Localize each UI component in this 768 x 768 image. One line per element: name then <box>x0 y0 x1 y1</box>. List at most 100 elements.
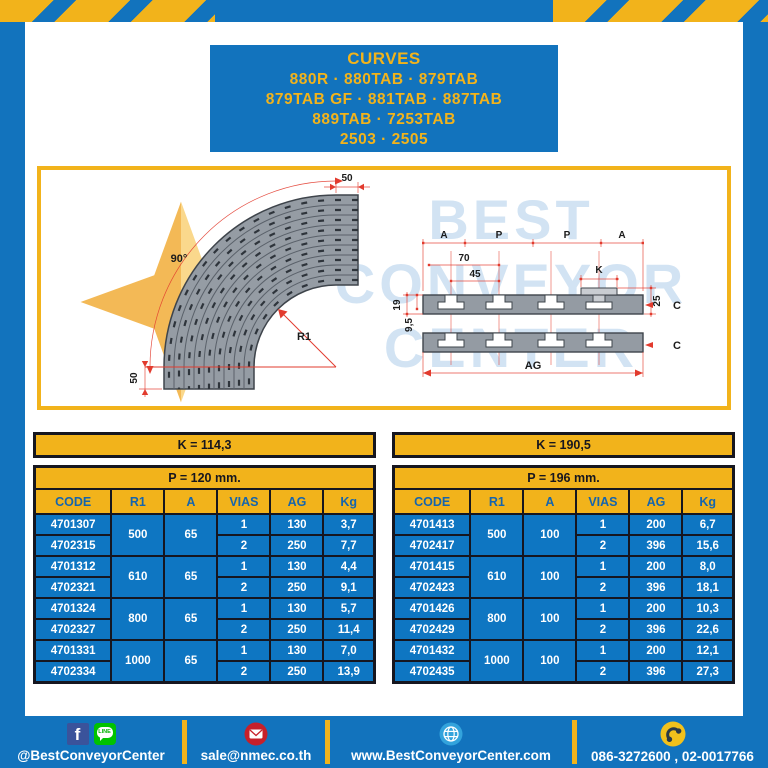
kg-cell: 11,4 <box>322 618 376 641</box>
mail-icon[interactable] <box>244 722 268 746</box>
kg-cell: 13,9 <box>322 660 376 684</box>
code-cell: 4701432 <box>392 639 472 662</box>
dim-a-left: A <box>440 230 447 241</box>
kg-cell: 8,0 <box>681 555 735 578</box>
ag-cell: 200 <box>628 555 684 578</box>
dim-p-right: P <box>564 230 571 241</box>
footer-email-section: sale@nmec.co.th <box>187 716 325 768</box>
col-r1: R1 <box>110 488 166 515</box>
dim-25: 25 <box>652 295 663 307</box>
r1-cell: 800 <box>110 597 166 641</box>
r1-cell: 500 <box>110 513 166 557</box>
r1-cell: 1000 <box>110 639 166 684</box>
code-cell: 4701413 <box>392 513 472 536</box>
kg-cell: 5,7 <box>322 597 376 620</box>
model-list-line: 889TAB · 7253TAB <box>312 110 456 128</box>
code-cell: 4701426 <box>392 597 472 620</box>
code-cell: 4702327 <box>33 618 113 641</box>
footer-phone-section: 086-3272600 , 02-0017766 <box>577 716 768 768</box>
a-cell: 100 <box>522 597 578 641</box>
footer-divider <box>325 720 330 764</box>
ag-cell: 396 <box>628 660 684 684</box>
a-cell: 65 <box>163 597 219 641</box>
ag-cell: 250 <box>269 618 325 641</box>
phone-numbers[interactable]: 086-3272600 , 02-0017766 <box>591 748 754 764</box>
code-cell: 4702334 <box>33 660 113 684</box>
r1-cell: 800 <box>469 597 525 641</box>
model-list-line: 880R · 880TAB · 879TAB <box>289 70 479 88</box>
vias-cell: 2 <box>575 618 631 641</box>
spec-table: P = 120 mm. CODE R1 A VIAS AG Kg 4701307… <box>33 465 376 684</box>
kg-cell: 7,7 <box>322 534 376 557</box>
code-cell: 4701324 <box>33 597 113 620</box>
code-cell: 4701415 <box>392 555 472 578</box>
email-address[interactable]: sale@nmec.co.th <box>200 747 312 763</box>
dim-19: 19 <box>393 299 403 311</box>
a-cell: 65 <box>163 513 219 557</box>
line-app-icon[interactable]: LINE <box>93 722 116 745</box>
vias-cell: 2 <box>216 618 272 641</box>
kg-cell: 6,7 <box>681 513 735 536</box>
a-cell: 65 <box>163 555 219 599</box>
k-header: K = 114,3 <box>33 432 376 458</box>
col-vias: VIAS <box>575 488 631 515</box>
hazard-stripes-left <box>0 0 215 22</box>
vias-cell: 1 <box>216 597 272 620</box>
title-block: CURVES 880R · 880TAB · 879TAB 879TAB GF … <box>210 45 558 152</box>
ag-cell: 130 <box>269 555 325 578</box>
ag-cell: 250 <box>269 576 325 599</box>
r1-cell: 610 <box>469 555 525 599</box>
model-list-line: 879TAB GF · 881TAB · 887TAB <box>265 90 503 108</box>
globe-icon[interactable] <box>439 722 463 746</box>
col-kg: Kg <box>322 488 376 515</box>
a-cell: 65 <box>163 639 219 684</box>
dim-c-top: C <box>673 300 681 312</box>
col-ag: AG <box>628 488 684 515</box>
kg-cell: 10,3 <box>681 597 735 620</box>
line-bubble-label: LINE <box>96 726 113 741</box>
footer-website-section: www.BestConveyorCenter.com <box>330 716 572 768</box>
page-frame-left <box>0 22 25 716</box>
dim-70: 70 <box>458 253 470 264</box>
kg-cell: 18,1 <box>681 576 735 599</box>
kg-cell: 4,4 <box>322 555 376 578</box>
kg-cell: 12,1 <box>681 639 735 662</box>
facebook-icon[interactable]: f <box>66 722 89 745</box>
code-cell: 4702417 <box>392 534 472 557</box>
kg-cell: 7,0 <box>322 639 376 662</box>
code-cell: 4701307 <box>33 513 113 536</box>
p-header: P = 120 mm. <box>33 465 376 490</box>
col-kg: Kg <box>681 488 735 515</box>
col-r1: R1 <box>469 488 525 515</box>
top-bar-middle <box>215 0 553 22</box>
r1-cell: 610 <box>110 555 166 599</box>
col-ag: AG <box>269 488 325 515</box>
curve-drawing: 90° R1 50 50 <box>129 173 370 397</box>
kg-cell: 3,7 <box>322 513 376 536</box>
vias-cell: 1 <box>575 513 631 536</box>
ag-cell: 396 <box>628 576 684 599</box>
a-cell: 100 <box>522 639 578 684</box>
page-frame-right <box>743 22 768 716</box>
angle-dimension: 90° <box>171 253 188 265</box>
vias-cell: 2 <box>216 534 272 557</box>
watermark-line: BEST <box>428 188 594 251</box>
code-cell: 4701331 <box>33 639 113 662</box>
ag-cell: 130 <box>269 639 325 662</box>
spec-table-right: K = 190,5 P = 196 mm. CODE R1 A VIAS AG … <box>392 432 735 684</box>
ag-cell: 250 <box>269 534 325 557</box>
spec-table-left: K = 114,3 P = 120 mm. CODE R1 A VIAS AG … <box>33 432 376 684</box>
phone-icon[interactable] <box>660 721 686 747</box>
spec-table: P = 196 mm. CODE R1 A VIAS AG Kg 4701413… <box>392 465 735 684</box>
code-cell: 4702423 <box>392 576 472 599</box>
a-cell: 100 <box>522 555 578 599</box>
website-url[interactable]: www.BestConveyorCenter.com <box>351 747 551 763</box>
ag-cell: 200 <box>628 597 684 620</box>
dim-a-right: A <box>618 230 625 241</box>
vias-cell: 1 <box>575 597 631 620</box>
col-a: A <box>522 488 578 515</box>
dim-9-5: 9,5 <box>404 318 415 332</box>
facebook-handle[interactable]: @BestConveyorCenter <box>17 747 165 763</box>
hazard-stripe-top-bar <box>0 0 768 22</box>
